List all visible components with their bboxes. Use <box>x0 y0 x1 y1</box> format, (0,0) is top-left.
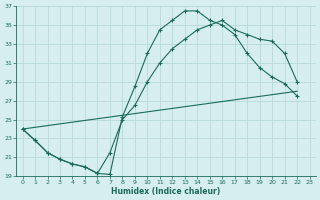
X-axis label: Humidex (Indice chaleur): Humidex (Indice chaleur) <box>111 187 221 196</box>
